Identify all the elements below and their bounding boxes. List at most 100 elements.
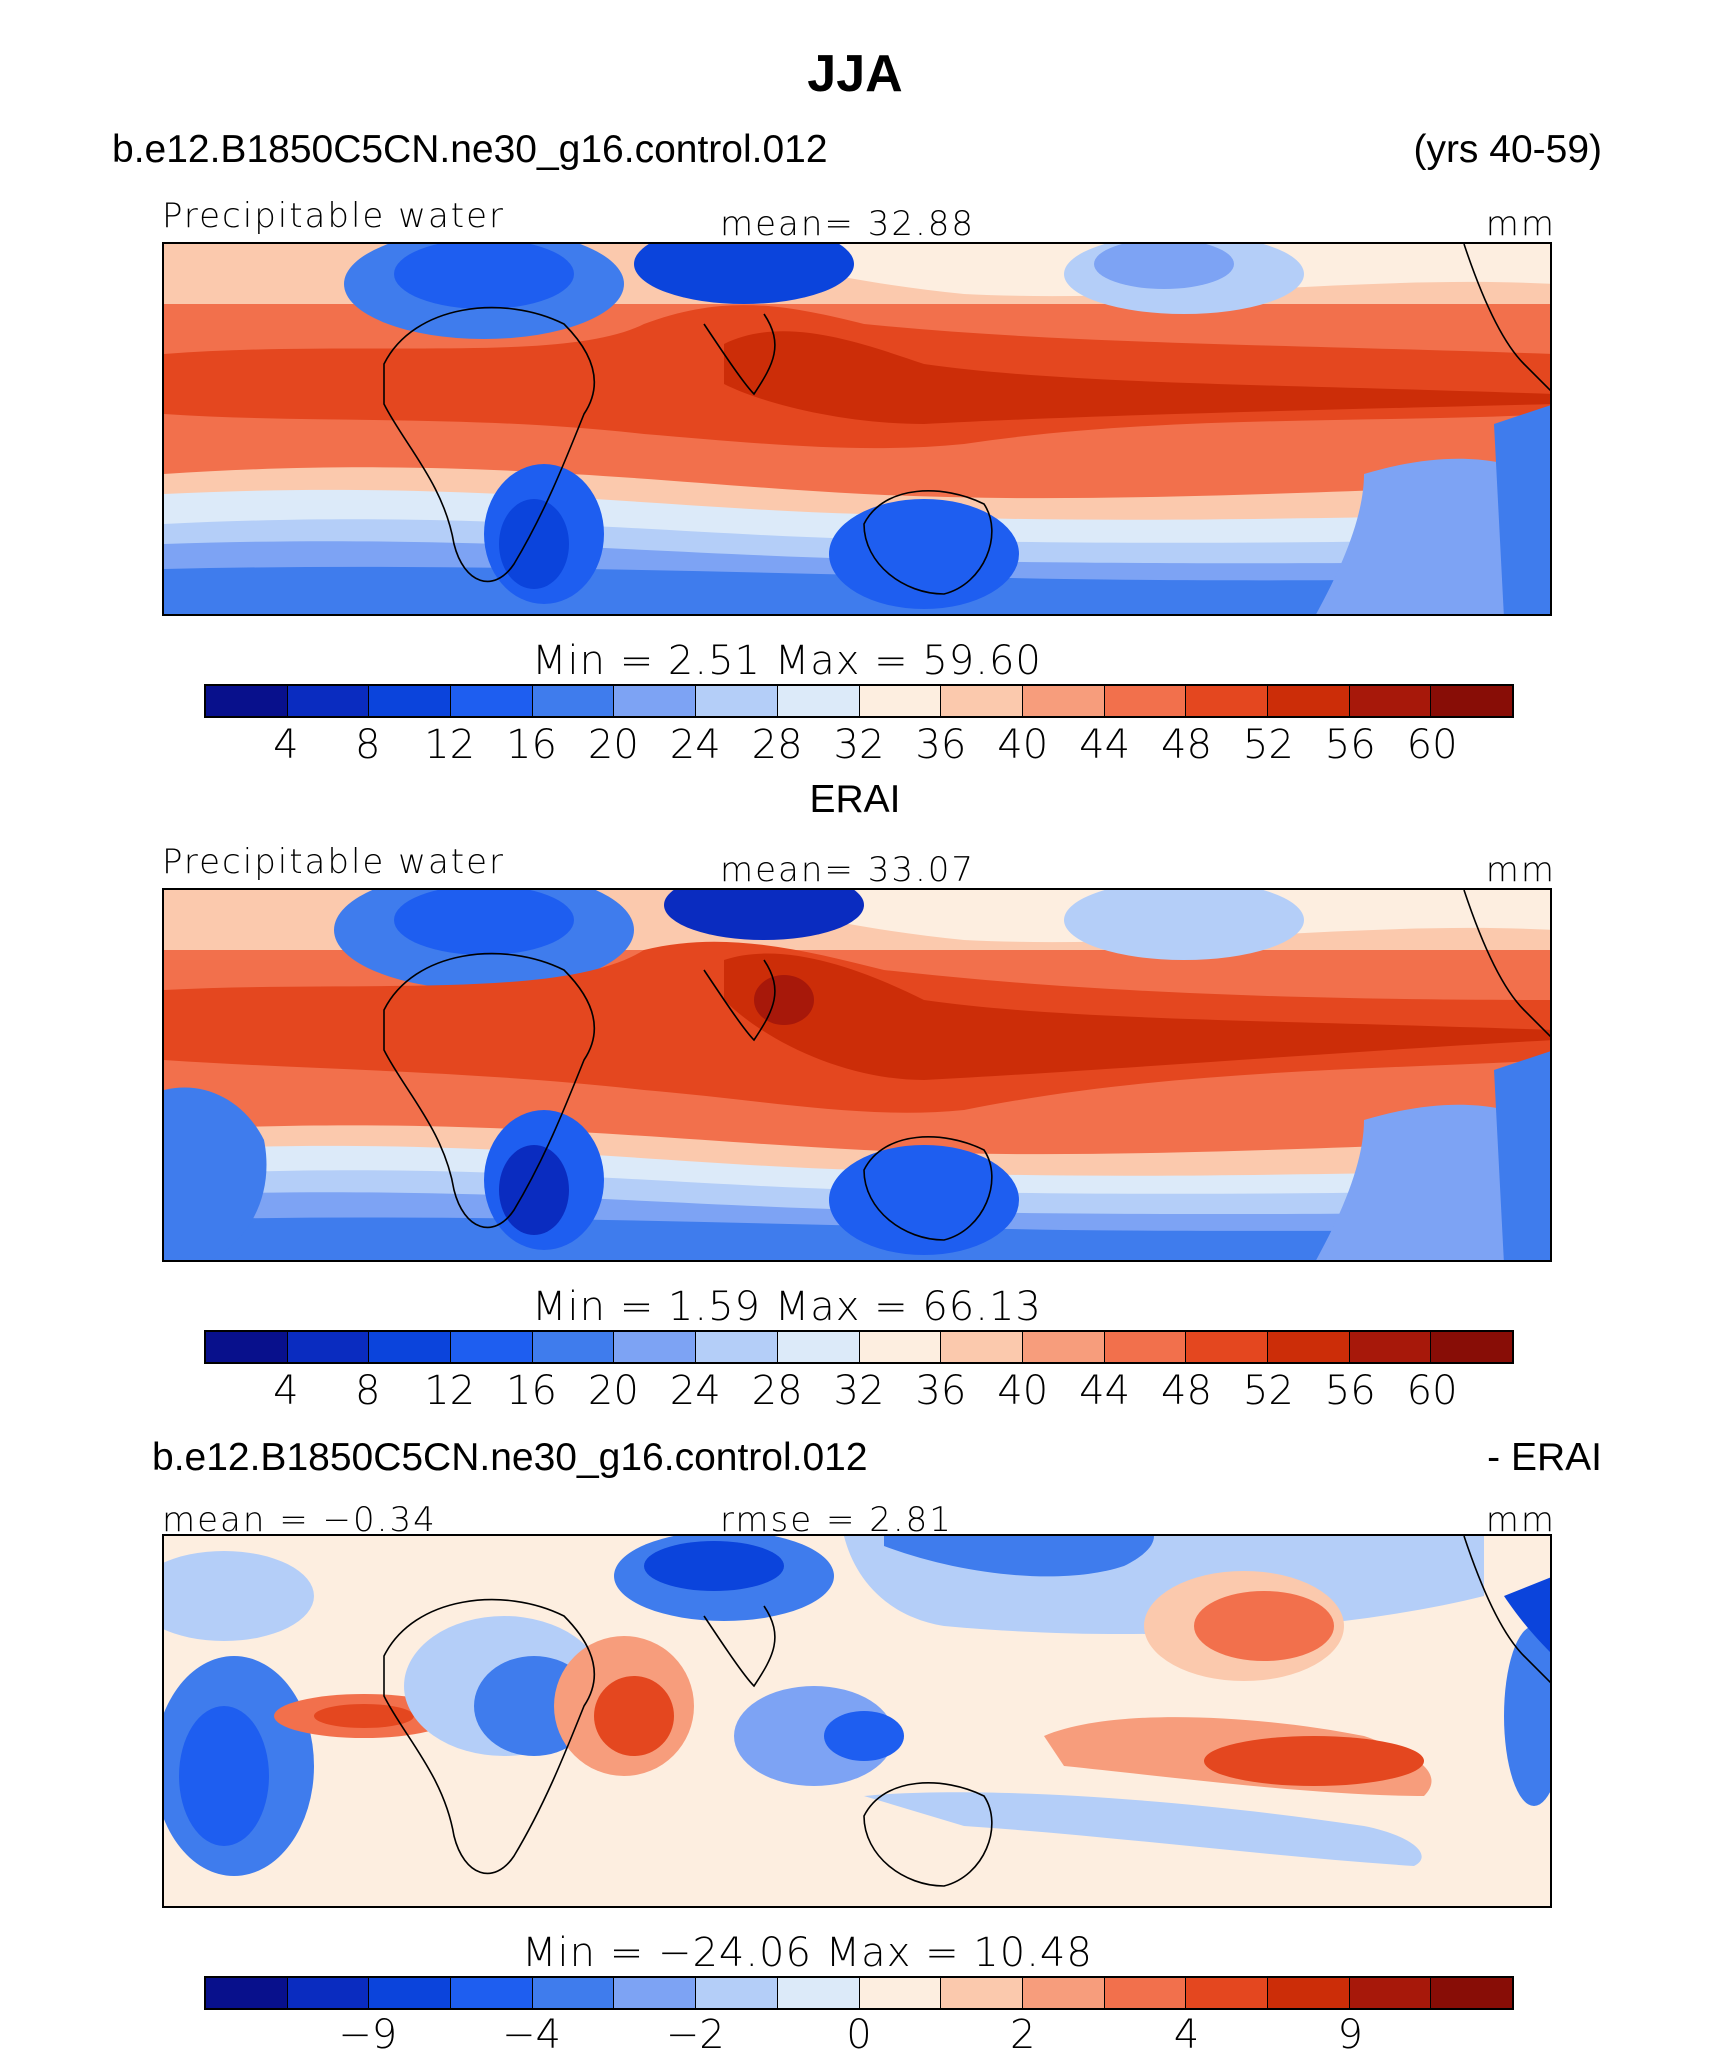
colorbar-tick-label: 48 xyxy=(1161,1368,1212,1414)
panel1-colorbar-ticks: 4 8 12 16 20 24 28 32 36 40 44 48 52 56 60 xyxy=(0,722,1710,772)
colorbar-swatch xyxy=(1267,1332,1350,1362)
colorbar-swatch xyxy=(532,1978,615,2008)
colorbar-tick-label: 40 xyxy=(997,1368,1049,1414)
colorbar-tick-label: 52 xyxy=(1242,1368,1294,1414)
colorbar-tick-label: 12 xyxy=(424,722,476,768)
panel2-colorbar-ticks: 4 8 12 16 20 24 28 32 36 40 44 48 52 56 60 xyxy=(0,1368,1710,1418)
colorbar-tick-label: 8 xyxy=(355,1368,381,1414)
panel1-variable-label: Precipitable water xyxy=(162,196,506,236)
colorbar-tick-label: 4 xyxy=(1173,2012,1200,2058)
colorbar-tick-label: 56 xyxy=(1324,722,1376,768)
colorbar-tick-label: 32 xyxy=(833,1368,885,1414)
colorbar-swatch xyxy=(614,1978,697,2008)
colorbar-tick-label: 12 xyxy=(424,1368,476,1414)
panel3-diff-label: - ERAI xyxy=(1487,1436,1602,1479)
colorbar-swatch xyxy=(777,1978,860,2008)
colorbar-swatch xyxy=(287,1332,370,1362)
panel1-min-max: Min = 2.51 Max = 59.60 xyxy=(532,638,1042,684)
colorbar-swatch xyxy=(532,1332,615,1362)
colorbar-swatch xyxy=(1267,686,1350,716)
colorbar-tick-label: 8 xyxy=(355,722,381,768)
panel2-map xyxy=(162,888,1552,1262)
colorbar-tick-label: −9 xyxy=(338,2012,398,2058)
panel2-variable-label: Precipitable water xyxy=(162,842,506,882)
panel2-case-name: ERAI xyxy=(809,778,901,821)
colorbar-swatch xyxy=(1104,686,1187,716)
panel1-map xyxy=(162,242,1552,616)
colorbar-swatch xyxy=(1349,686,1432,716)
colorbar-swatch xyxy=(287,686,370,716)
panel2-colorbar xyxy=(204,1330,1514,1364)
colorbar-swatch xyxy=(369,1978,452,2008)
colorbar-swatch xyxy=(941,686,1023,716)
colorbar-swatch xyxy=(1431,1332,1512,1362)
colorbar-tick-label: 4 xyxy=(273,1368,299,1414)
colorbar-tick-label: 16 xyxy=(506,1368,557,1414)
panel3-map xyxy=(162,1534,1552,1908)
colorbar-swatch xyxy=(614,1332,697,1362)
colorbar-tick-label: 4 xyxy=(273,722,299,768)
colorbar-swatch xyxy=(1267,1978,1350,2008)
colorbar-tick-label: 48 xyxy=(1161,722,1212,768)
colorbar-tick-label: 44 xyxy=(1079,1368,1131,1414)
colorbar-swatch xyxy=(777,686,860,716)
colorbar-tick-label: 44 xyxy=(1079,722,1131,768)
panel1-colorbar xyxy=(204,684,1514,718)
colorbar-tick-label: 36 xyxy=(915,722,967,768)
panel3-min-max: Min = −24.06 Max = 10.48 xyxy=(522,1930,1093,1976)
colorbar-tick-label: −2 xyxy=(665,2012,725,2058)
colorbar-tick-label: 2 xyxy=(1010,2012,1036,2058)
colorbar-swatch xyxy=(451,686,533,716)
colorbar-swatch xyxy=(369,1332,452,1362)
colorbar-swatch xyxy=(1104,1332,1187,1362)
colorbar-swatch xyxy=(777,1332,860,1362)
colorbar-tick-label: 0 xyxy=(846,2012,872,2058)
panel3-units-label: mm xyxy=(1485,1500,1556,1540)
panel2-min-max: Min = 1.59 Max = 66.13 xyxy=(532,1284,1042,1330)
colorbar-swatch xyxy=(1104,1978,1187,2008)
colorbar-swatch xyxy=(1022,1978,1105,2008)
panel1-mean-label: mean= 32.88 xyxy=(720,204,976,244)
colorbar-swatch xyxy=(369,686,452,716)
colorbar-tick-label: 36 xyxy=(915,1368,967,1414)
colorbar-swatch xyxy=(1186,1978,1268,2008)
panel3-rmse-label: rmse = 2.81 xyxy=(720,1500,953,1540)
colorbar-swatch xyxy=(451,1332,533,1362)
panel3-case-name: b.e12.B1850C5CN.ne30_g16.control.012 xyxy=(152,1436,868,1479)
panel3-colorbar-ticks: −9 −4 −2 0 2 4 9 xyxy=(0,2012,1710,2062)
colorbar-swatch xyxy=(859,1332,942,1362)
panel3-mean-label: mean = −0.34 xyxy=(162,1500,437,1540)
colorbar-swatch xyxy=(859,1978,942,2008)
colorbar-tick-label: −4 xyxy=(502,2012,561,2058)
colorbar-tick-label: 60 xyxy=(1406,722,1458,768)
colorbar-tick-label: 56 xyxy=(1324,1368,1376,1414)
colorbar-swatch xyxy=(1431,686,1512,716)
colorbar-tick-label: 9 xyxy=(1337,2012,1363,2058)
colorbar-tick-label: 16 xyxy=(506,722,557,768)
colorbar-swatch xyxy=(696,1332,778,1362)
panel2-units-label: mm xyxy=(1485,850,1556,890)
colorbar-tick-label: 40 xyxy=(997,722,1049,768)
colorbar-swatch xyxy=(1349,1332,1432,1362)
colorbar-swatch xyxy=(1186,686,1268,716)
colorbar-swatch xyxy=(1349,1978,1432,2008)
panel1-years: (yrs 40-59) xyxy=(1413,128,1602,171)
colorbar-tick-label: 28 xyxy=(751,722,803,768)
colorbar-tick-label: 24 xyxy=(669,1368,721,1414)
colorbar-swatch xyxy=(206,686,288,716)
colorbar-swatch xyxy=(941,1332,1023,1362)
colorbar-swatch xyxy=(614,686,697,716)
colorbar-swatch xyxy=(451,1978,533,2008)
colorbar-swatch xyxy=(941,1978,1023,2008)
panel3-colorbar xyxy=(204,1976,1514,2010)
colorbar-swatch xyxy=(206,1978,288,2008)
colorbar-tick-label: 24 xyxy=(669,722,721,768)
panel2-mean-label: mean= 33.07 xyxy=(720,850,976,890)
colorbar-tick-label: 60 xyxy=(1406,1368,1458,1414)
panel1-units-label: mm xyxy=(1485,204,1556,244)
colorbar-tick-label: 32 xyxy=(833,722,885,768)
colorbar-swatch xyxy=(287,1978,370,2008)
page-title: JJA xyxy=(807,45,903,103)
colorbar-tick-label: 20 xyxy=(587,722,639,768)
colorbar-tick-label: 28 xyxy=(751,1368,803,1414)
